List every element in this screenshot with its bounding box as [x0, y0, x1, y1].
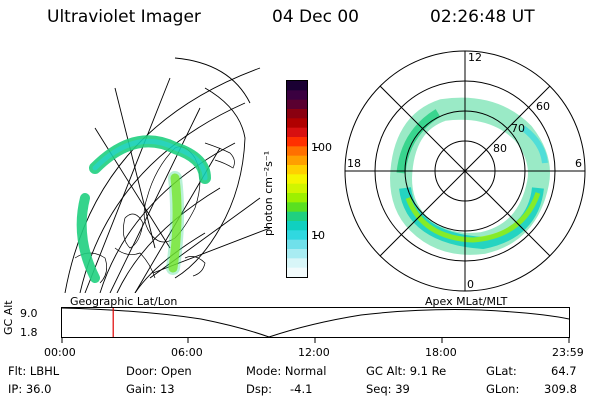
info-dsp-value: -4.1	[290, 382, 313, 396]
timeline-y-top: 9.0	[20, 307, 38, 320]
colorbar-swatch	[287, 118, 307, 129]
info-glat-value: 64.7	[551, 364, 577, 378]
colorbar-swatch	[287, 221, 307, 231]
colorbar-swatch	[287, 137, 307, 147]
instrument-title: Ultraviolet Imager	[47, 7, 201, 27]
colorbar-swatch	[287, 109, 307, 119]
colorbar-swatch	[287, 230, 307, 241]
colorbar-swatch	[287, 267, 307, 278]
info-gc-alt: GC Alt: 9.1 Re	[366, 364, 447, 378]
lat-label-60: 60	[536, 100, 550, 113]
colorbar-swatch	[287, 146, 307, 157]
info-gain: Gain: 13	[126, 382, 175, 396]
info-ip: IP: 36.0	[8, 382, 52, 396]
geographic-map	[64, 57, 270, 293]
colorbar-unit-label: photon cm⁻²s⁻¹	[262, 150, 275, 236]
observation-time: 02:26:48 UT	[430, 7, 535, 27]
colorbar-swatch	[287, 155, 307, 166]
info-mode: Mode: Normal	[246, 364, 327, 378]
colorbar-swatch	[287, 211, 307, 222]
mlt-label-6: 6	[575, 157, 582, 170]
colorbar-swatch	[287, 239, 307, 250]
timeline-tick-2359: 23:59	[552, 346, 584, 359]
colorbar-swatch	[287, 202, 307, 213]
mlt-label-0: 0	[467, 278, 474, 291]
colorbar-swatch	[287, 193, 307, 203]
info-door: Door: Open	[126, 364, 192, 378]
polar-plot: 12 18 6 0 60 70 80	[344, 50, 586, 292]
lat-label-70: 70	[511, 122, 525, 135]
info-flt: Flt: LBHL	[8, 364, 60, 378]
timeline-ylabel: GC Alt	[2, 300, 15, 335]
timeline-tick-1800: 18:00	[425, 346, 457, 359]
mlt-label-12: 12	[468, 51, 482, 64]
timeline-y-bottom: 1.8	[20, 326, 38, 339]
colorbar-tick-mark-10	[314, 235, 319, 236]
colorbar-swatch	[287, 183, 307, 194]
colorbar-swatch	[287, 99, 307, 110]
info-seq: Seq: 39	[366, 382, 410, 396]
observation-date: 04 Dec 00	[272, 7, 359, 27]
right-polar-label: Apex MLat/MLT	[425, 295, 508, 308]
colorbar-swatch	[287, 258, 307, 269]
colorbar-swatch	[287, 249, 307, 259]
lat-label-80: 80	[493, 142, 507, 155]
info-glon-label: GLon:	[486, 382, 520, 396]
timeline-tick-0000: 00:00	[44, 346, 76, 359]
colorbar-swatch	[287, 90, 307, 101]
info-glon-value: 309.8	[544, 382, 577, 396]
colorbar-swatch	[287, 174, 307, 185]
colorbar-tick-mark-100	[314, 147, 319, 148]
colorbar-swatch	[287, 127, 307, 138]
timeline-tick-1200: 12:00	[298, 346, 330, 359]
timeline-tick-0600: 06:00	[171, 346, 203, 359]
colorbar-swatch	[287, 81, 307, 91]
colorbar	[286, 80, 308, 278]
colorbar-tick-100: 100	[311, 141, 332, 154]
left-map-label: Geographic Lat/Lon	[70, 295, 178, 308]
info-dsp-label: Dsp:	[246, 382, 273, 396]
colorbar-swatch	[287, 165, 307, 175]
colorbar-gradient	[287, 81, 307, 278]
info-glat-label: GLat:	[486, 364, 517, 378]
mlt-label-18: 18	[347, 157, 361, 170]
timeline-plot	[61, 307, 570, 343]
